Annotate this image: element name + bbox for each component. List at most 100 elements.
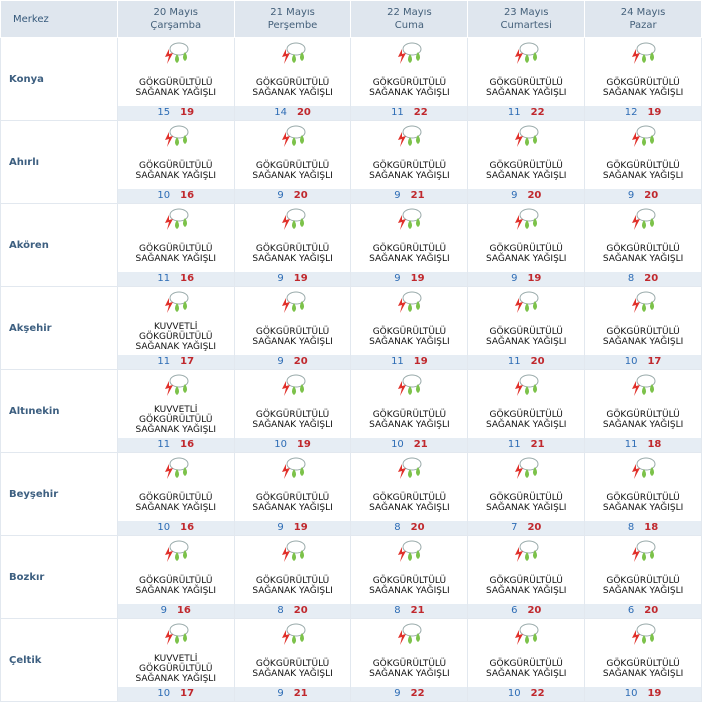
icon-wrap: [276, 538, 310, 568]
condition: GÖKGÜRÜLTÜLÜ SAĞANAK YAĞIŞLI: [136, 153, 216, 189]
max-temp: 20: [293, 356, 308, 367]
cell-content: GÖKGÜRÜLTÜLÜ SAĞANAK YAĞIŞLI 15 19: [117, 38, 234, 120]
city-name: Ahırlı: [0, 120, 118, 204]
icon-wrap: [509, 123, 543, 153]
icon-wrap: [276, 289, 310, 319]
icon-wrap: [626, 40, 660, 70]
condition-line: GÖKGÜRÜLTÜLÜ: [255, 78, 330, 88]
weather-icon: [281, 540, 306, 562]
weather-icon: [281, 125, 306, 147]
forecast-cell: GÖKGÜRÜLTÜLÜ SAĞANAK YAĞIŞLI 10 17: [584, 286, 702, 370]
condition: GÖKGÜRÜLTÜLÜ SAĞANAK YAĞIŞLI: [252, 402, 332, 438]
forecast-cell: GÖKGÜRÜLTÜLÜ SAĞANAK YAĞIŞLI 9 19: [350, 203, 469, 287]
cell-content: GÖKGÜRÜLTÜLÜ SAĞANAK YAĞIŞLI 10 21: [351, 370, 468, 452]
min-temp: 11: [507, 439, 521, 450]
city-name: Beyşehir: [0, 452, 118, 536]
city-name: Altınekin: [0, 369, 118, 453]
icon-wrap: [159, 538, 193, 568]
icon-wrap: [392, 40, 426, 70]
cell-content: KUVVETLİ GÖKGÜRÜLTÜLÜ SAĞANAK YAĞIŞLI 11 16: [117, 370, 234, 452]
day-date: 24 Mayıs: [620, 7, 666, 18]
temperatures: 11 21: [468, 438, 585, 452]
condition: GÖKGÜRÜLTÜLÜ SAĞANAK YAĞIŞLI: [252, 153, 332, 189]
max-temp: 20: [293, 605, 308, 616]
forecast-cell: GÖKGÜRÜLTÜLÜ SAĞANAK YAĞIŞLI 9 21: [350, 120, 469, 204]
condition-line: SAĞANAK YAĞIŞLI: [135, 586, 216, 596]
cell-content: GÖKGÜRÜLTÜLÜ SAĞANAK YAĞIŞLI 11 18: [585, 370, 701, 452]
temperatures: 9 20: [585, 189, 701, 203]
condition-line: GÖKGÜRÜLTÜLÜ: [372, 161, 447, 171]
min-temp: 9: [277, 356, 284, 367]
condition-line: GÖKGÜRÜLTÜLÜ: [139, 244, 213, 254]
forecast-cell: KUVVETLİ GÖKGÜRÜLTÜLÜ SAĞANAK YAĞIŞLI 10 17: [116, 618, 235, 702]
cell-content: GÖKGÜRÜLTÜLÜ SAĞANAK YAĞIŞLI 11 20: [468, 287, 585, 369]
condition: GÖKGÜRÜLTÜLÜ SAĞANAK YAĞIŞLI: [486, 153, 566, 189]
cell-content: GÖKGÜRÜLTÜLÜ SAĞANAK YAĞIŞLI 8 20: [351, 453, 468, 535]
min-temp: 9: [277, 522, 284, 533]
max-temp: 16: [180, 522, 195, 533]
max-temp: 16: [180, 439, 195, 450]
forecast-cell: GÖKGÜRÜLTÜLÜ SAĞANAK YAĞIŞLI 9 16: [116, 535, 235, 619]
temperatures: 9 20: [234, 355, 351, 369]
condition-line: GÖKGÜRÜLTÜLÜ: [372, 327, 447, 337]
condition: GÖKGÜRÜLTÜLÜ SAĞANAK YAĞIŞLI: [252, 70, 332, 106]
min-temp: 11: [391, 107, 404, 118]
max-temp: 19: [180, 107, 195, 118]
condition-line: GÖKGÜRÜLTÜLÜ: [255, 659, 330, 669]
condition-line: GÖKGÜRÜLTÜLÜ: [139, 78, 213, 88]
temperatures: 10 21: [351, 438, 468, 452]
cell-content: GÖKGÜRÜLTÜLÜ SAĞANAK YAĞIŞLI 9 19: [351, 204, 468, 286]
icon-wrap: [509, 40, 543, 70]
cell-content: GÖKGÜRÜLTÜLÜ SAĞANAK YAĞIŞLI 9 20: [585, 121, 701, 203]
condition: GÖKGÜRÜLTÜLÜ SAĞANAK YAĞIŞLI: [603, 70, 683, 106]
condition-line: KUVVETLİ: [154, 322, 198, 332]
forecast-cell: GÖKGÜRÜLTÜLÜ SAĞANAK YAĞIŞLI 9 19: [467, 203, 586, 287]
weather-icon: [515, 208, 539, 230]
day-header: 23 Mayıs Cumartesi: [467, 0, 586, 38]
condition: GÖKGÜRÜLTÜLÜ SAĞANAK YAĞIŞLI: [603, 153, 683, 189]
condition-line: SAĞANAK YAĞIŞLI: [252, 171, 333, 181]
forecast-cell: GÖKGÜRÜLTÜLÜ SAĞANAK YAĞIŞLI 8 20: [584, 203, 702, 287]
temperatures: 10 17: [117, 687, 234, 701]
day-header: 21 Mayıs Perşembe: [233, 0, 352, 38]
min-temp: 15: [157, 107, 171, 118]
condition-line: SAĞANAK YAĞIŞLI: [602, 88, 684, 98]
max-temp: 19: [647, 107, 662, 118]
condition-line: GÖKGÜRÜLTÜLÜ: [489, 78, 563, 88]
city-name: Çeltik: [0, 618, 118, 702]
cell-content: GÖKGÜRÜLTÜLÜ SAĞANAK YAĞIŞLI 9 20: [468, 121, 585, 203]
icon-wrap: [392, 372, 426, 402]
condition-line: SAĞANAK YAĞIŞLI: [602, 337, 684, 347]
forecast-cell: GÖKGÜRÜLTÜLÜ SAĞANAK YAĞIŞLI 9 20: [584, 120, 702, 204]
forecast-cell: KUVVETLİ GÖKGÜRÜLTÜLÜ SAĞANAK YAĞIŞLI 11 17: [116, 286, 235, 370]
condition: GÖKGÜRÜLTÜLÜ SAĞANAK YAĞIŞLI: [603, 568, 683, 604]
weather-icon: [164, 540, 189, 562]
min-temp: 10: [157, 190, 171, 201]
table-body: Konya GÖKGÜRÜLTÜLÜ SAĞANAK YAĞIŞLI 15 19 GÖKG…: [0, 37, 702, 702]
condition-line: SAĞANAK YAĞIŞLI: [252, 503, 333, 513]
cell-content: GÖKGÜRÜLTÜLÜ SAĞANAK YAĞIŞLI 9 20: [234, 287, 351, 369]
condition: GÖKGÜRÜLTÜLÜ SAĞANAK YAĞIŞLI: [369, 651, 449, 687]
day-date: 21 Mayıs: [270, 7, 315, 18]
condition-line: SAĞANAK YAĞIŞLI: [485, 420, 567, 430]
forecast-cell: GÖKGÜRÜLTÜLÜ SAĞANAK YAĞIŞLI 7 20: [467, 452, 586, 536]
max-temp: 20: [644, 605, 659, 616]
condition-line: SAĞANAK YAĞIŞLI: [602, 254, 684, 264]
icon-wrap: [626, 455, 660, 485]
condition: GÖKGÜRÜLTÜLÜ SAĞANAK YAĞIŞLI: [603, 236, 683, 272]
condition-line: GÖKGÜRÜLTÜLÜ: [606, 410, 680, 420]
condition-line: SAĞANAK YAĞIŞLI: [135, 88, 216, 98]
icon-wrap: [159, 123, 193, 153]
max-temp: 21: [410, 190, 425, 201]
min-temp: 7: [511, 522, 518, 533]
weather-icon: [281, 42, 306, 64]
forecast-cell: GÖKGÜRÜLTÜLÜ SAĞANAK YAĞIŞLI 10 19: [584, 618, 702, 702]
min-temp: 9: [511, 190, 518, 201]
cell-content: KUVVETLİ GÖKGÜRÜLTÜLÜ SAĞANAK YAĞIŞLI 10 17: [117, 619, 234, 701]
temperatures: 10 22: [468, 687, 585, 701]
min-temp: 8: [394, 522, 401, 533]
condition-line: GÖKGÜRÜLTÜLÜ: [255, 244, 330, 254]
forecast-cell: GÖKGÜRÜLTÜLÜ SAĞANAK YAĞIŞLI 9 19: [233, 203, 352, 287]
icon-wrap: [276, 123, 310, 153]
icon-wrap: [276, 206, 310, 236]
